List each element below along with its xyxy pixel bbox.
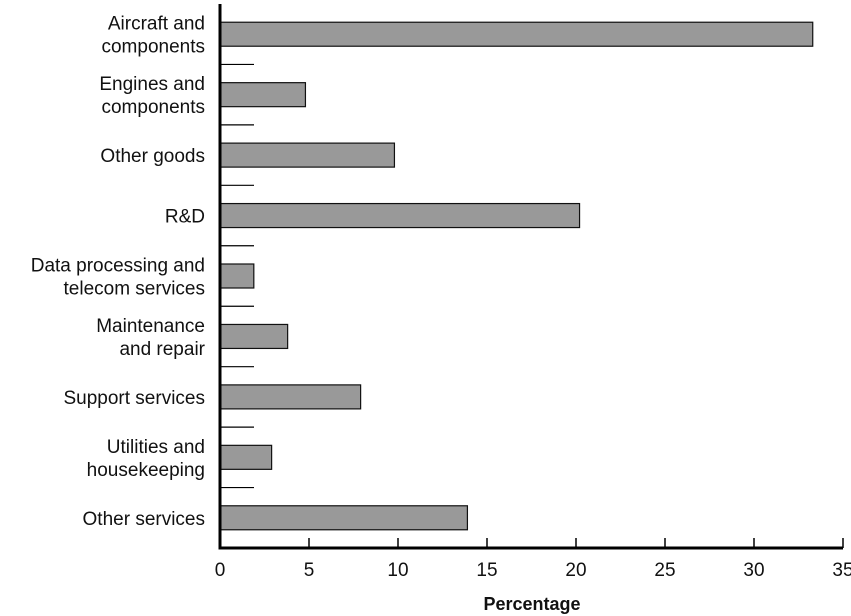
bar xyxy=(219,323,289,350)
category-label: components xyxy=(101,37,205,58)
bars xyxy=(219,21,814,531)
x-axis-label: Percentage xyxy=(483,594,580,614)
category-label: Engines and xyxy=(99,74,205,95)
category-label: Utilities and xyxy=(107,437,205,458)
bar xyxy=(219,21,814,47)
x-tick-label: 0 xyxy=(215,560,226,581)
x-tick-label: 35 xyxy=(832,560,851,581)
x-ticks: 0 5 10 15 20 25 30 35 xyxy=(215,538,851,581)
category-label: and repair xyxy=(119,339,205,360)
category-separators xyxy=(220,63,254,489)
x-tick-label: 20 xyxy=(565,560,586,581)
category-label: Data processing and xyxy=(31,256,205,277)
bar xyxy=(219,202,581,229)
bar xyxy=(219,142,396,168)
category-label: Aircraft and xyxy=(108,14,205,35)
x-tick-label: 10 xyxy=(387,560,408,581)
category-label: housekeeping xyxy=(87,460,205,481)
bar xyxy=(219,263,255,289)
x-tick-label: 15 xyxy=(476,560,497,581)
x-tick-label: 5 xyxy=(304,560,315,581)
x-tick-label: 25 xyxy=(654,560,675,581)
bar xyxy=(219,384,362,410)
bar xyxy=(219,82,307,108)
category-label: Other goods xyxy=(100,146,205,167)
category-label: telecom services xyxy=(64,279,206,300)
x-tick-label: 30 xyxy=(743,560,764,581)
bar xyxy=(219,505,469,531)
category-label: R&D xyxy=(165,207,205,228)
category-label: Support services xyxy=(63,388,205,409)
category-label: components xyxy=(101,97,205,118)
category-label: Maintenance xyxy=(96,316,205,337)
category-label: Other services xyxy=(83,509,205,530)
bar xyxy=(219,444,273,470)
